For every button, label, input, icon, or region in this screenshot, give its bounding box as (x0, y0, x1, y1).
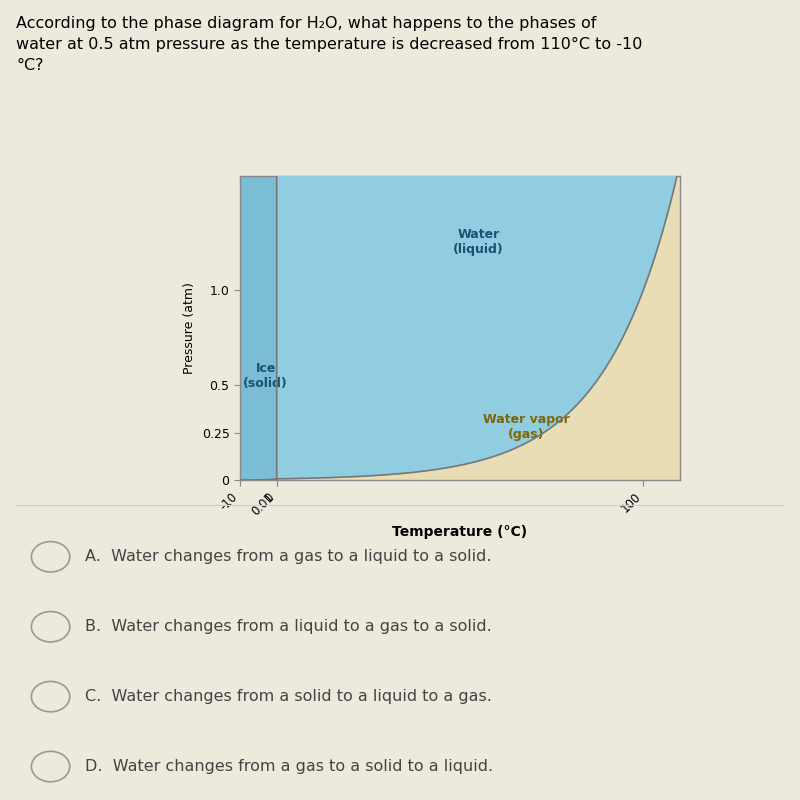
Y-axis label: Pressure (atm): Pressure (atm) (183, 282, 196, 374)
Text: According to the phase diagram for H₂O, what happens to the phases of
water at 0: According to the phase diagram for H₂O, … (16, 16, 642, 73)
Text: Ice
(solid): Ice (solid) (243, 362, 288, 390)
Text: B.  Water changes from a liquid to a gas to a solid.: B. Water changes from a liquid to a gas … (85, 619, 492, 634)
Polygon shape (240, 163, 680, 480)
Text: Water
(liquid): Water (liquid) (453, 229, 504, 257)
Text: C.  Water changes from a solid to a liquid to a gas.: C. Water changes from a solid to a liqui… (85, 689, 492, 704)
X-axis label: Temperature (°C): Temperature (°C) (393, 525, 527, 539)
Polygon shape (240, 81, 277, 480)
Polygon shape (277, 81, 680, 479)
Text: Water vapor
(gas): Water vapor (gas) (482, 413, 570, 441)
Text: D.  Water changes from a gas to a solid to a liquid.: D. Water changes from a gas to a solid t… (85, 759, 494, 774)
Text: A.  Water changes from a gas to a liquid to a solid.: A. Water changes from a gas to a liquid … (85, 550, 492, 564)
